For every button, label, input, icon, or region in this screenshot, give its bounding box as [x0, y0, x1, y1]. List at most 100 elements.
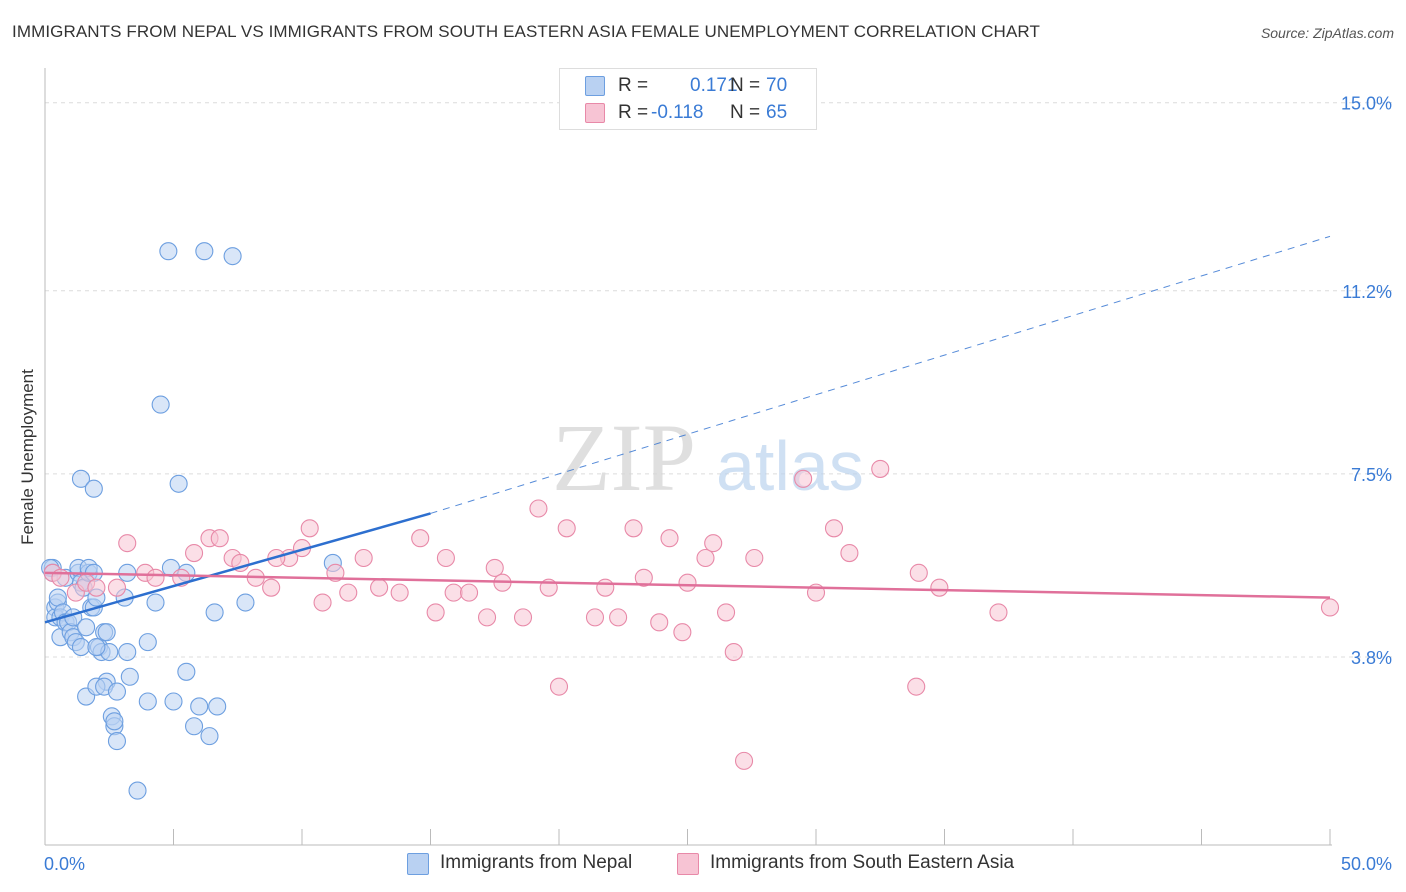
sea-point: [313, 593, 332, 612]
legend-swatch-sea: [585, 103, 605, 123]
legend-swatch-nepal: [407, 853, 429, 875]
x-tick-label-min: 0.0%: [44, 854, 85, 874]
sea-point: [704, 534, 723, 553]
sea-point: [87, 578, 106, 597]
sea-point: [390, 583, 409, 602]
sea-point: [634, 568, 653, 587]
nepal-point: [223, 247, 242, 266]
sea-point: [930, 578, 949, 597]
nepal-point: [159, 242, 178, 261]
trendlines: [44, 235, 1331, 624]
sea-point: [794, 469, 813, 488]
sea-point: [989, 603, 1008, 622]
tick-labels: 3.8% 7.5% 11.2% 15.0% 0.0% 50.0%: [44, 94, 1392, 874]
sea-point: [326, 563, 345, 582]
nepal-point: [84, 479, 103, 498]
sea-point: [436, 548, 455, 568]
sea-point: [549, 677, 569, 696]
sea-point: [824, 519, 844, 538]
sea-point: [724, 642, 743, 662]
sea-point: [185, 543, 204, 563]
nepal-point: [120, 667, 139, 686]
sea-point: [1320, 598, 1340, 617]
sea-point: [596, 578, 615, 597]
nepal-point: [71, 469, 91, 488]
data-points: [41, 242, 1340, 800]
nepal-point: [128, 781, 147, 800]
legend-r-label: R =: [618, 75, 649, 96]
legend-label-sea: Immigrants from South Eastern Asia: [710, 852, 1015, 873]
nepal-point: [169, 474, 188, 493]
y-tick-label: 3.8%: [1351, 648, 1392, 668]
sea-point: [370, 578, 389, 597]
sea-point: [696, 548, 715, 568]
y-tick-label: 7.5%: [1351, 465, 1392, 485]
legend-n-label: N =: [730, 75, 761, 96]
sea-point: [745, 548, 764, 568]
sea-point: [716, 603, 736, 622]
watermark: ZIP atlas: [552, 404, 864, 511]
sea-point: [426, 603, 445, 622]
y-tick-label: 15.0%: [1341, 94, 1392, 114]
sea-point: [557, 519, 576, 538]
sea-point: [678, 573, 697, 592]
sea-point: [485, 558, 504, 577]
nepal-point: [164, 692, 183, 711]
nepal-point: [190, 697, 209, 716]
nepal-point: [77, 618, 96, 637]
legend-n-value: 65: [766, 102, 788, 123]
sea-point: [411, 529, 430, 548]
legend-n-value: 70: [766, 75, 788, 96]
nepal-point: [208, 697, 227, 716]
legend-r-label: R =: [618, 102, 649, 123]
sea-point: [660, 529, 679, 548]
nepal-point: [200, 727, 219, 746]
sea-point: [907, 677, 926, 696]
legend-r-value: -0.118: [651, 102, 704, 123]
sea-point: [300, 519, 319, 538]
sea-point: [513, 608, 533, 627]
sea-point: [734, 751, 754, 770]
nepal-point: [138, 633, 157, 652]
gridlines: [45, 102, 1392, 658]
nepal-point: [107, 732, 127, 751]
nepal-point: [205, 603, 224, 622]
watermark-atlas: atlas: [716, 427, 864, 505]
nepal-point: [236, 593, 255, 612]
sea-point: [459, 583, 479, 602]
nepal-trendline: [44, 512, 431, 624]
nepal-point: [107, 682, 127, 701]
sea-point: [909, 563, 928, 582]
axes: [44, 68, 1332, 846]
sea-point: [529, 499, 548, 518]
sea-point: [107, 578, 127, 597]
legend-n-label: N =: [730, 102, 761, 123]
nepal-point: [71, 638, 91, 657]
watermark-zip: ZIP: [552, 404, 696, 511]
sea-point: [477, 608, 497, 627]
sea-point: [609, 608, 628, 627]
sea-point: [339, 583, 358, 602]
sea-point: [118, 534, 137, 553]
legend-label-nepal: Immigrants from Nepal: [440, 852, 633, 873]
sea-point: [262, 578, 281, 597]
correlation-legend: R = 0.171 N = 70 R = -0.118 N = 65: [559, 68, 817, 130]
nepal-point: [97, 623, 116, 642]
nepal-point: [146, 593, 165, 612]
nepal-point: [118, 563, 137, 582]
nepal-point: [195, 242, 214, 261]
chart-title: IMMIGRANTS FROM NEPAL VS IMMIGRANTS FROM…: [12, 22, 1040, 41]
sea-point: [210, 529, 229, 548]
sea-point: [354, 548, 373, 568]
sea-point: [624, 519, 643, 538]
x-tick-label-max: 50.0%: [1341, 854, 1392, 874]
legend-swatch-sea: [677, 853, 699, 875]
nepal-trendline-extension: [430, 235, 1331, 514]
nepal-point: [185, 717, 204, 736]
sea-trendline: [44, 571, 1331, 599]
sea-point: [673, 623, 692, 642]
nepal-point: [177, 662, 196, 681]
nepal-point: [151, 395, 170, 414]
legend-swatch-nepal: [585, 76, 605, 96]
